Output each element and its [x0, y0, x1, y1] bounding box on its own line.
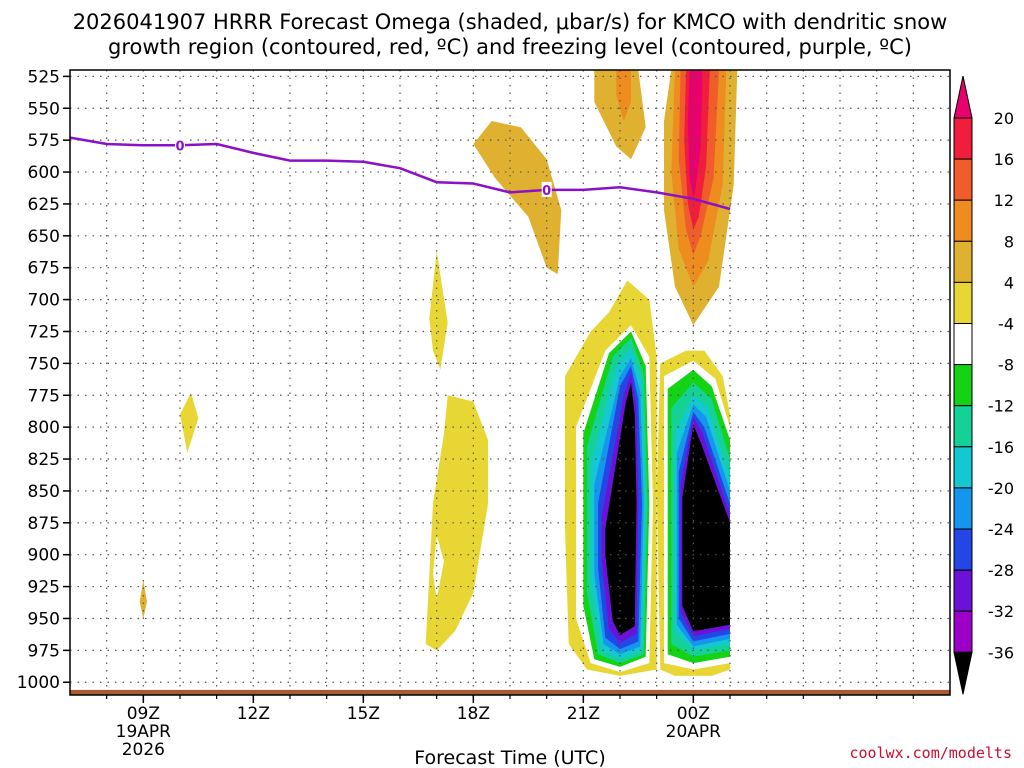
x-tick-label-00Z: 00Z: [677, 704, 710, 724]
freezing-level-label-bg: [175, 137, 185, 153]
colorbar-label--24: -24: [988, 520, 1014, 539]
colorbar-label--16: -16: [988, 438, 1014, 457]
omega-region-30: [687, 70, 703, 198]
omega-region-3: [473, 121, 562, 275]
colorbar-band-1: [953, 158, 973, 201]
y-tick-label-600: 600: [28, 163, 60, 183]
colorbar-band-12: [953, 610, 973, 653]
colorbar-band-0: [953, 117, 973, 160]
omega-region-2: [429, 251, 448, 370]
colorbar-label--28: -28: [988, 561, 1014, 580]
colorbar-label-4: 4: [1004, 273, 1014, 292]
x-tick-label-15Z: 15Z: [347, 704, 380, 724]
y-tick-label-550: 550: [28, 99, 60, 119]
colorbar-top-arrow: [953, 75, 973, 119]
credit-text[interactable]: coolwx.com/modelts: [849, 744, 1012, 762]
colorbar-label-16: 16: [994, 150, 1014, 169]
y-tick-label-825: 825: [28, 450, 60, 470]
freezing-level-label: 0: [542, 184, 551, 199]
freezing-level-label-bg: [541, 181, 552, 197]
omega-region-25: [616, 70, 631, 121]
y-tick-label-750: 750: [28, 354, 60, 374]
y-tick-label-850: 850: [28, 482, 60, 502]
y-tick-label-775: 775: [28, 386, 60, 406]
colorbar-label-20: 20: [994, 109, 1014, 128]
x-tick-label-09Z: 09Z: [127, 704, 160, 724]
y-tick-label-800: 800: [28, 418, 60, 438]
omega-shading: [139, 70, 738, 676]
x-tick-label-12Z: 12Z: [237, 704, 270, 724]
y-tick-label-525: 525: [28, 67, 60, 87]
colorbar-band-4: [953, 281, 973, 324]
y-tick-label-575: 575: [28, 131, 60, 151]
omega-region-14: [605, 382, 637, 636]
omega-region-24: [594, 70, 646, 160]
colorbar-band-6: [953, 364, 973, 407]
colorbar-band-8: [953, 446, 973, 489]
colorbar-label-12: 12: [994, 191, 1014, 210]
colorbar-label--20: -20: [988, 479, 1014, 498]
colorbar-band-7: [953, 405, 973, 448]
colorbar-label--8: -8: [998, 356, 1014, 375]
omega-region-23: [682, 424, 730, 632]
colorbar-band-11: [953, 569, 973, 612]
chart-title-line-1: 2026041907 HRRR Forecast Omega (shaded, …: [73, 10, 948, 34]
x-tick-label-21Z: 21Z: [567, 704, 600, 724]
x-tick-label-18Z: 18Z: [457, 704, 490, 724]
colorbar-label--4: -4: [998, 315, 1014, 334]
y-tick-label-875: 875: [28, 514, 60, 534]
colorbar-label-8: 8: [1004, 232, 1014, 251]
freezing-level-contour: 00: [70, 136, 731, 211]
ground-strip: [70, 689, 950, 695]
chart-title-line-2: growth region (contoured, red, ºC) and f…: [108, 35, 912, 59]
y-tick-label-675: 675: [28, 259, 60, 279]
y-tick-label-725: 725: [28, 322, 60, 342]
y-tick-label-625: 625: [28, 195, 60, 215]
colorbar-band-2: [953, 199, 973, 242]
colorbar-label--12: -12: [988, 397, 1014, 416]
x-tick-sublabel-19APR: 19APR: [116, 722, 172, 742]
y-tick-label-900: 900: [28, 546, 60, 566]
x-tick-sublabel-20APR: 20APR: [666, 722, 722, 742]
colorbar-label--32: -32: [988, 602, 1014, 621]
y-tick-label-1000: 1000: [17, 673, 60, 693]
colorbar-band-5: [953, 323, 973, 366]
colorbar-band-9: [953, 487, 973, 530]
omega-region-1: [180, 392, 199, 453]
y-tick-label-950: 950: [28, 609, 60, 629]
y-tick-label-925: 925: [28, 578, 60, 598]
y-tick-label-975: 975: [28, 641, 60, 661]
y-tick-label-650: 650: [28, 227, 60, 247]
y-tick-label-700: 700: [28, 291, 60, 311]
colorbar-legend: 20 16 12 8 4 -4 -8 -12 -16 -20 -24 -28 -32 -36: [953, 75, 1014, 695]
x-tick-sublabel-2026: 2026: [122, 740, 165, 760]
omega-region-5: [433, 535, 444, 600]
colorbar-band-10: [953, 528, 973, 571]
freezing-level-label: 0: [175, 139, 184, 154]
colorbar-band-3: [953, 240, 973, 283]
x-axis-title: Forecast Time (UTC): [414, 747, 605, 768]
omega-region-4: [425, 395, 488, 651]
pressure-axis: 525 550 575 600 625 650 675 700 725 750 775 800 825 8…: [17, 67, 70, 693]
omega-region-0: [139, 580, 147, 619]
colorbar-bottom-arrow: [953, 651, 973, 695]
colorbar-label--36: -36: [988, 643, 1014, 662]
